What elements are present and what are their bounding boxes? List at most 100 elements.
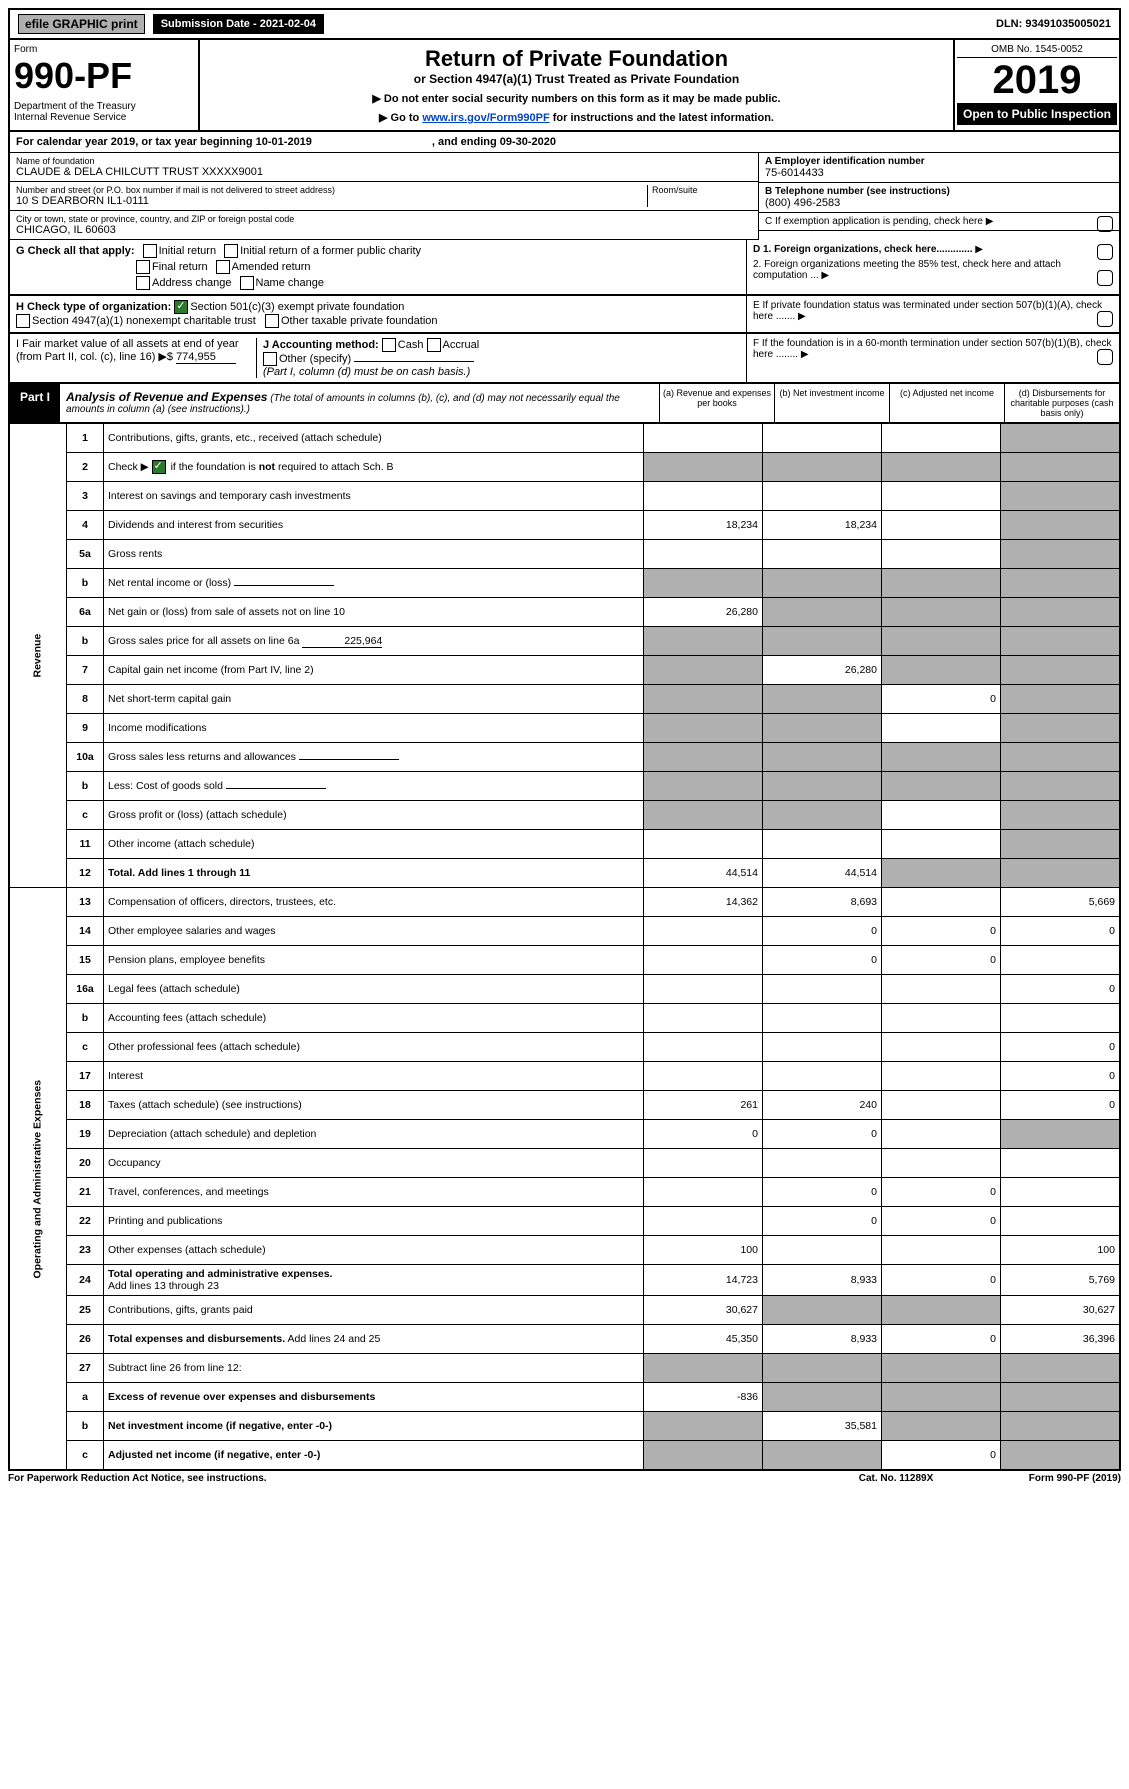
amount-cell: 261	[644, 1091, 763, 1120]
footer: For Paperwork Reduction Act Notice, see …	[8, 1471, 1121, 1484]
i-value: 774,955	[176, 351, 236, 364]
d2-checkbox[interactable]	[1097, 270, 1113, 286]
table-row: 23Other expenses (attach schedule)100100	[9, 1236, 1120, 1265]
amount-cell	[763, 598, 882, 627]
amount-cell	[1001, 569, 1121, 598]
amount-cell: 100	[644, 1236, 763, 1265]
table-row: bGross sales price for all assets on lin…	[9, 627, 1120, 656]
line-number: 9	[67, 714, 104, 743]
col-b-head: (b) Net investment income	[774, 384, 889, 422]
line-number: a	[67, 1383, 104, 1412]
form-subtitle: or Section 4947(a)(1) Trust Treated as P…	[206, 72, 947, 86]
e-checkbox[interactable]	[1097, 311, 1113, 327]
table-row: 24Total operating and administrative exp…	[9, 1265, 1120, 1296]
f-checkbox[interactable]	[1097, 349, 1113, 365]
line-desc: Gross profit or (loss) (attach schedule)	[104, 801, 644, 830]
line-number: b	[67, 1004, 104, 1033]
amount-cell	[882, 598, 1001, 627]
amount-cell: 26,280	[644, 598, 763, 627]
amount-cell	[1001, 598, 1121, 627]
line-number: 20	[67, 1149, 104, 1178]
efile-print-button[interactable]: efile GRAPHIC print	[18, 14, 145, 34]
line-number: 25	[67, 1296, 104, 1325]
line-desc: Travel, conferences, and meetings	[104, 1178, 644, 1207]
amount-cell	[763, 1004, 882, 1033]
amount-cell	[882, 627, 1001, 656]
amount-cell: 44,514	[763, 859, 882, 888]
g-final-checkbox[interactable]	[136, 260, 150, 274]
h-4947-checkbox[interactable]	[16, 314, 30, 328]
table-row: 9Income modifications	[9, 714, 1120, 743]
amount-cell	[644, 1033, 763, 1062]
line-desc: Occupancy	[104, 1149, 644, 1178]
table-row: 2Check ▶ if the foundation is not requir…	[9, 453, 1120, 482]
j-other-checkbox[interactable]	[263, 352, 277, 366]
table-row: 7Capital gain net income (from Part IV, …	[9, 656, 1120, 685]
amount-cell	[644, 1441, 763, 1471]
amount-cell	[1001, 1412, 1121, 1441]
g-initial-checkbox[interactable]	[143, 244, 157, 258]
h-501c3-checkbox[interactable]	[174, 300, 188, 314]
amount-cell	[763, 772, 882, 801]
amount-cell: 8,693	[763, 888, 882, 917]
amount-cell: 0	[1001, 975, 1121, 1004]
amount-cell	[763, 627, 882, 656]
footer-left: For Paperwork Reduction Act Notice, see …	[8, 1473, 821, 1484]
line-number: 13	[67, 888, 104, 917]
tax-year: 2019	[957, 58, 1117, 103]
amount-cell: 100	[1001, 1236, 1121, 1265]
amount-cell	[1001, 946, 1121, 975]
j-accrual-checkbox[interactable]	[427, 338, 441, 352]
table-row: 22Printing and publications00	[9, 1207, 1120, 1236]
amount-cell	[763, 1033, 882, 1062]
amount-cell	[763, 975, 882, 1004]
g-amended-checkbox[interactable]	[216, 260, 230, 274]
line-desc: Contributions, gifts, grants, etc., rece…	[104, 424, 644, 453]
form-link[interactable]: www.irs.gov/Form990PF	[422, 112, 549, 124]
amount-cell	[1001, 685, 1121, 714]
line-number: 18	[67, 1091, 104, 1120]
amount-cell	[644, 685, 763, 714]
amount-cell	[1001, 714, 1121, 743]
g-initial-public-checkbox[interactable]	[224, 244, 238, 258]
g-label: G Check all that apply:	[16, 245, 135, 257]
amount-cell: 14,723	[644, 1265, 763, 1296]
c-checkbox[interactable]	[1097, 216, 1113, 232]
side-label: Revenue	[9, 424, 67, 888]
form-number: 990-PF	[14, 55, 194, 97]
g-address-checkbox[interactable]	[136, 276, 150, 290]
d1-checkbox[interactable]	[1097, 244, 1113, 260]
amount-cell	[882, 511, 1001, 540]
col-d-head: (d) Disbursements for charitable purpose…	[1004, 384, 1119, 422]
calendar-year-row: For calendar year 2019, or tax year begi…	[8, 132, 1121, 153]
line-number: 4	[67, 511, 104, 540]
j-cash-checkbox[interactable]	[382, 338, 396, 352]
table-row: 19Depreciation (attach schedule) and dep…	[9, 1120, 1120, 1149]
g-name-checkbox[interactable]	[240, 276, 254, 290]
amount-cell: 0	[1001, 917, 1121, 946]
line-number: 11	[67, 830, 104, 859]
table-row: 17Interest0	[9, 1062, 1120, 1091]
footer-right: Form 990-PF (2019)	[971, 1473, 1121, 1484]
line-desc: Printing and publications	[104, 1207, 644, 1236]
line-desc: Other employee salaries and wages	[104, 917, 644, 946]
amount-cell	[882, 1091, 1001, 1120]
cal-end: , and ending 09-30-2020	[432, 136, 556, 148]
amount-cell	[1001, 511, 1121, 540]
amount-cell	[763, 453, 882, 482]
table-row: 5aGross rents	[9, 540, 1120, 569]
amount-cell	[1001, 656, 1121, 685]
col-c-head: (c) Adjusted net income	[889, 384, 1004, 422]
amount-cell	[882, 772, 1001, 801]
table-row: bAccounting fees (attach schedule)	[9, 1004, 1120, 1033]
dln-number: DLN: 93491035005021	[988, 14, 1119, 34]
amount-cell: -836	[644, 1383, 763, 1412]
amount-cell	[644, 946, 763, 975]
amount-cell	[882, 801, 1001, 830]
h-other-checkbox[interactable]	[265, 314, 279, 328]
line-number: 7	[67, 656, 104, 685]
line-number: b	[67, 772, 104, 801]
amount-cell	[882, 1149, 1001, 1178]
table-row: Operating and Administrative Expenses13C…	[9, 888, 1120, 917]
amount-cell: 44,514	[644, 859, 763, 888]
